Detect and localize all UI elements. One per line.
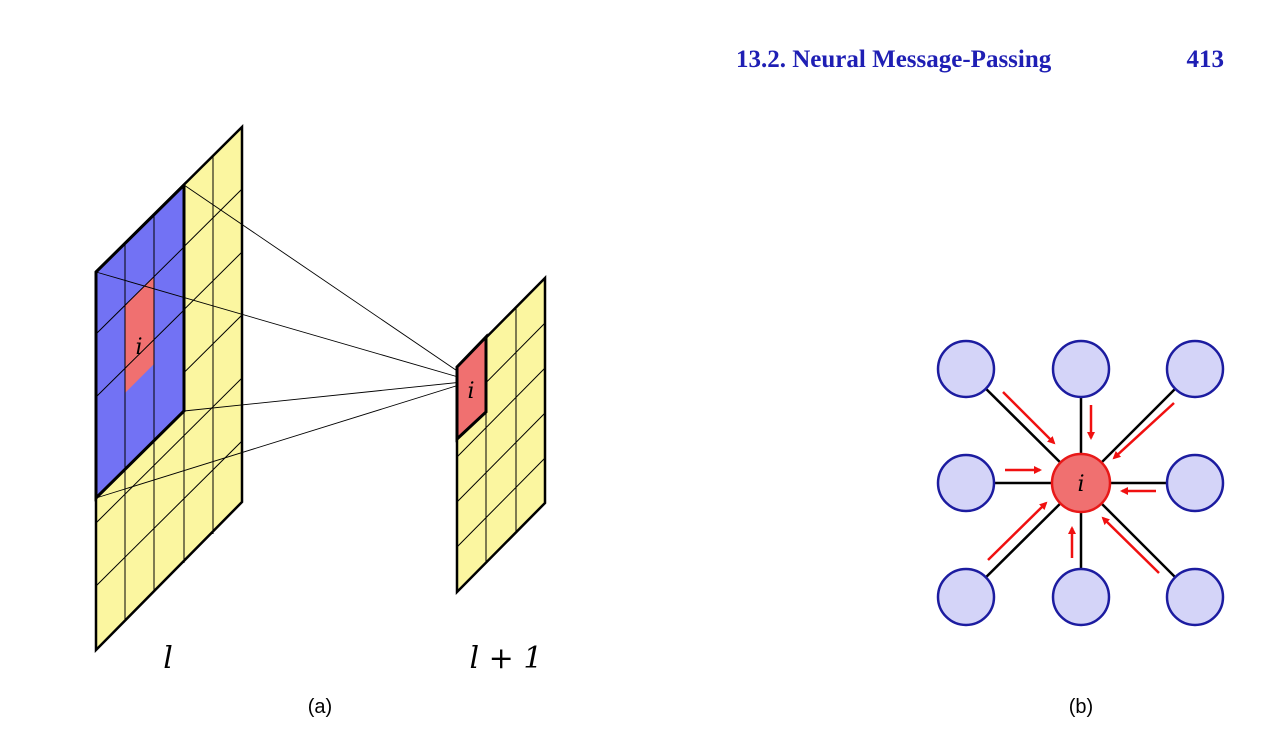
neighbor-node-left <box>936 453 996 513</box>
input-node-label: i <box>135 335 142 360</box>
page-number: 413 <box>1186 46 1225 73</box>
center-node <box>1050 452 1112 514</box>
layer-l1-sheet <box>455 274 547 596</box>
message-arrow <box>987 501 1048 561</box>
neighbor-node-bottom-left <box>936 567 996 627</box>
section-title: 13.2. Neural Message-Passing <box>736 46 1052 73</box>
neighbor-node-bottom-right <box>1165 567 1225 627</box>
neighbor-node-top <box>1051 339 1111 399</box>
message-arrow <box>1101 516 1160 574</box>
input-node-cell <box>125 276 154 393</box>
output-node-label: i <box>467 379 474 404</box>
message-arrow <box>1112 402 1175 460</box>
layer-l1-label: l + 1 <box>470 641 543 676</box>
neighbor-node-bottom <box>1051 567 1111 627</box>
output-node-cell <box>455 333 488 443</box>
layer-l-label: l <box>163 641 173 676</box>
figure-a: i i l l + 1 (a) <box>94 123 547 718</box>
neighbor-node-top-left <box>936 339 996 399</box>
figure-b: i (b) <box>936 339 1225 718</box>
message-arrow <box>1002 391 1056 445</box>
caption-b: (b) <box>1069 696 1093 718</box>
neighbor-node-top-right <box>1165 339 1225 399</box>
neighbor-node-right <box>1165 453 1225 513</box>
page-header: 13.2. Neural Message-Passing 413 <box>700 38 1224 82</box>
center-node-label: i <box>1077 472 1084 497</box>
connection-lines <box>95 184 473 499</box>
message-arrows <box>987 391 1175 574</box>
caption-a: (a) <box>308 696 332 718</box>
receptive-field: i <box>94 181 186 502</box>
layer-l1-grid: i <box>455 274 547 596</box>
